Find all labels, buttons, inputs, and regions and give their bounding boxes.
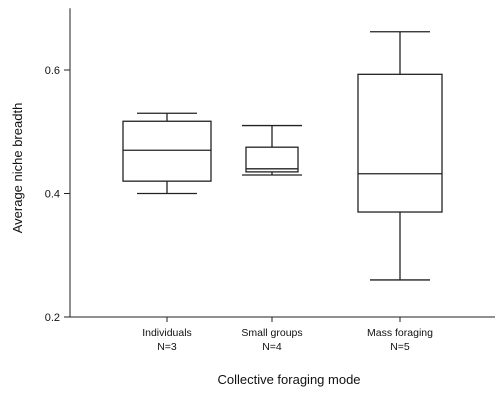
sample-size-label: N=5: [390, 341, 410, 353]
x-tick-label: Small groups: [241, 327, 302, 339]
y-tick-label: 0.4: [45, 189, 60, 201]
interquartile-box: [122, 120, 212, 182]
box-2: [242, 124, 302, 176]
box-1: [122, 112, 212, 195]
x-tick-label: Individuals: [142, 327, 192, 339]
sample-size-label: N=4: [262, 341, 282, 353]
y-axis-label: Average niche breadth: [10, 103, 25, 234]
boxes: [122, 31, 443, 281]
x-tick-label: Mass foraging: [367, 327, 433, 339]
axes: 0.2 0.4 0.6 Individuals N=3 Small groups N=4 Ma…: [45, 8, 495, 353]
sample-size-label: N=3: [157, 341, 177, 353]
interquartile-box: [245, 146, 299, 173]
x-axis-label: Collective foraging mode: [217, 372, 360, 387]
y-tick-label: 0.6: [45, 65, 60, 77]
box-3: [357, 31, 443, 281]
interquartile-box: [357, 73, 443, 213]
y-tick-label: 0.2: [45, 312, 60, 324]
